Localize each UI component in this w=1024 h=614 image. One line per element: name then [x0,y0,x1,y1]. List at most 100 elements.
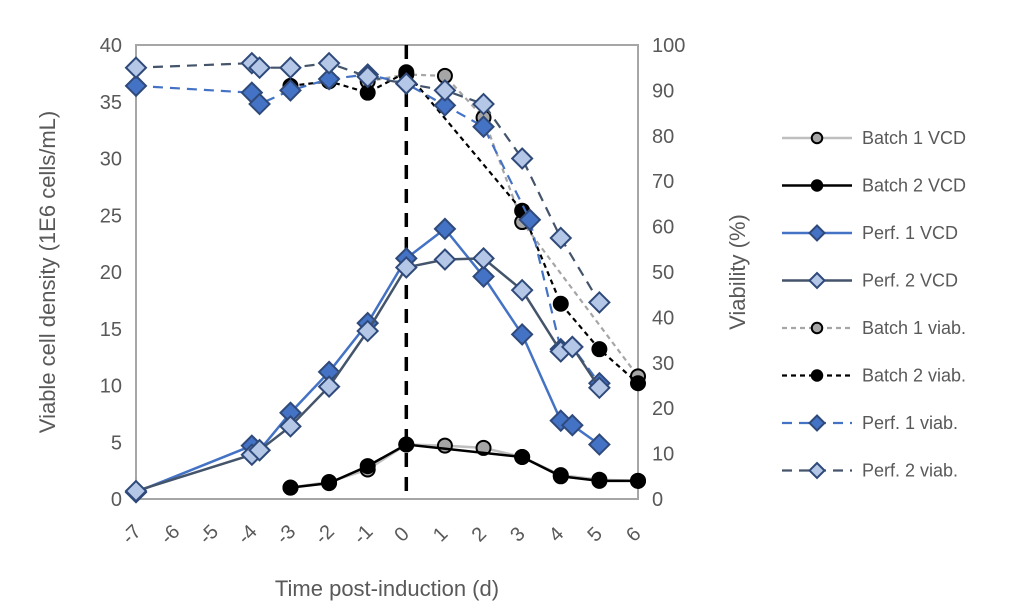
y2-tick-label: 30 [652,353,674,375]
legend-swatch-marker [810,369,824,382]
x-tick-label: 2 [468,523,491,546]
legend-item: Perf. 1 viab. [782,413,958,433]
legend-swatch-marker [810,321,824,335]
data-point [436,437,453,454]
data-point [282,479,299,496]
data-point [560,335,584,359]
legend-item: Perf. 2 viab. [782,461,958,481]
data-point [510,147,534,170]
data-point [317,51,341,75]
x-tick-label: -1 [349,521,377,549]
data-point [279,78,302,102]
y-tick-label: 35 [100,92,122,114]
legend-label: Batch 2 viab. [862,366,966,386]
x-tick-label: 4 [545,523,568,546]
series-batch-2-vcd [282,436,646,496]
series-line [135,227,601,494]
y-tick-label: 0 [111,489,122,511]
y-tick-label: 40 [100,35,122,57]
data-point [560,413,584,437]
series-perf-2-vcd [124,246,611,503]
data-point [124,74,148,98]
x-tick-label: 5 [583,523,606,546]
legend-swatch-marker [808,461,826,480]
legend-label: Perf. 2 VCD [862,271,958,291]
series-line [290,70,639,385]
series-line [290,443,638,489]
y-axis-title: Viable cell density (1E6 cells/mL) [35,111,60,433]
data-point [359,458,376,475]
legend-label: Perf. 1 VCD [862,223,958,243]
data-point [248,438,271,462]
data-point [317,67,341,91]
series-perf-1-viab [124,63,611,395]
x-tick-label: -2 [311,521,339,549]
x-tick-label: 3 [506,523,529,546]
y2-tick-label: 40 [652,307,674,329]
x-tick-label: -3 [272,521,300,549]
y2-tick-label: 70 [652,171,674,193]
data-point [321,475,338,492]
y-tick-label: 10 [100,376,122,398]
plot-area [135,44,639,500]
legend-item: Perf. 1 VCD [782,223,958,243]
y2-tick-label: 60 [652,217,674,239]
legend-label: Batch 2 VCD [862,176,966,196]
x-tick-label: -7 [118,521,146,549]
data-point [587,376,611,400]
data-point [552,295,569,312]
data-point [398,436,415,453]
y-tick-label: 25 [100,205,122,227]
data-point [510,278,534,302]
legend-label: Batch 1 VCD [862,128,966,148]
y2-tick-label: 90 [652,80,674,102]
data-point [552,468,569,485]
data-point [433,217,457,241]
series-line [367,73,639,378]
y2-axis-title: Viability (%) [725,214,750,330]
series-marks [124,45,646,504]
legend-item: Perf. 2 VCD [782,271,958,291]
legend-swatch-marker [808,224,826,242]
y2-tick-label: 0 [652,489,663,511]
data-point [587,291,611,314]
data-point [124,56,148,80]
x-tick-label: 0 [390,523,413,546]
y-tick-label: 15 [100,319,122,341]
legend-label: Batch 1 viab. [862,318,966,338]
data-point [630,472,646,489]
data-point [518,208,542,232]
data-point [394,256,418,279]
legend-item: Batch 2 VCD [782,176,966,196]
data-point [433,248,457,271]
data-point [433,93,457,117]
x-tick-label: 1 [429,523,452,546]
x-tick-label: -4 [234,521,262,549]
data-point [591,472,608,489]
data-point [472,115,495,139]
data-point [356,319,380,343]
legend-swatch-marker [808,414,826,432]
data-point [549,226,573,250]
data-point [279,414,302,438]
legend-swatch-marker [810,131,824,145]
legend-item: Batch 1 viab. [782,318,966,338]
series-batch-1-viab [359,66,646,385]
axes-labels: Time post-induction (d) Viable cell dens… [35,35,750,601]
data-point [317,375,341,399]
y2-tick-label: 80 [652,126,674,148]
legend-swatch-marker [808,271,826,290]
y-tick-label: 30 [100,149,122,171]
data-point [279,56,302,80]
x-tick-label: 6 [622,523,645,546]
series-batch-2-viab [282,64,646,392]
data-point [472,246,495,270]
data-point [394,72,418,96]
legend-label: Perf. 2 viab. [862,461,958,481]
data-point [510,323,534,346]
legend-item: Batch 1 VCD [782,128,966,148]
legend: Batch 1 VCD Batch 2 VCD Perf. 1 VCD Perf. 2… [782,128,966,481]
y-tick-label: 5 [111,432,122,454]
x-axis-title: Time post-induction (d) [275,576,499,601]
